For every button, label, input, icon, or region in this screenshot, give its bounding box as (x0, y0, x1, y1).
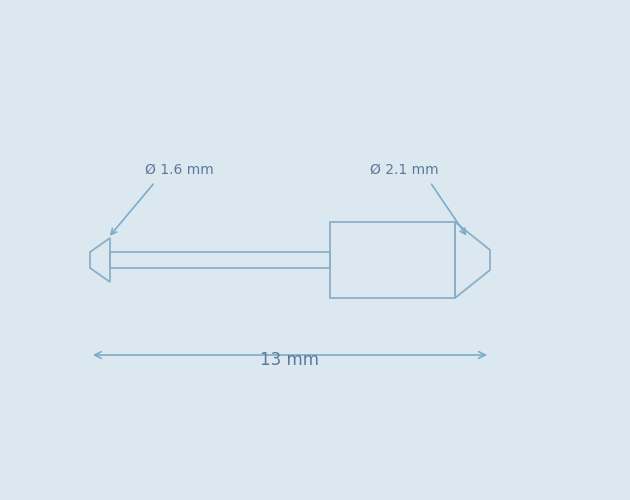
Text: 13 mm: 13 mm (260, 351, 319, 369)
Text: Ø 1.6 mm: Ø 1.6 mm (145, 163, 214, 177)
Text: Ø 2.1 mm: Ø 2.1 mm (370, 163, 438, 177)
